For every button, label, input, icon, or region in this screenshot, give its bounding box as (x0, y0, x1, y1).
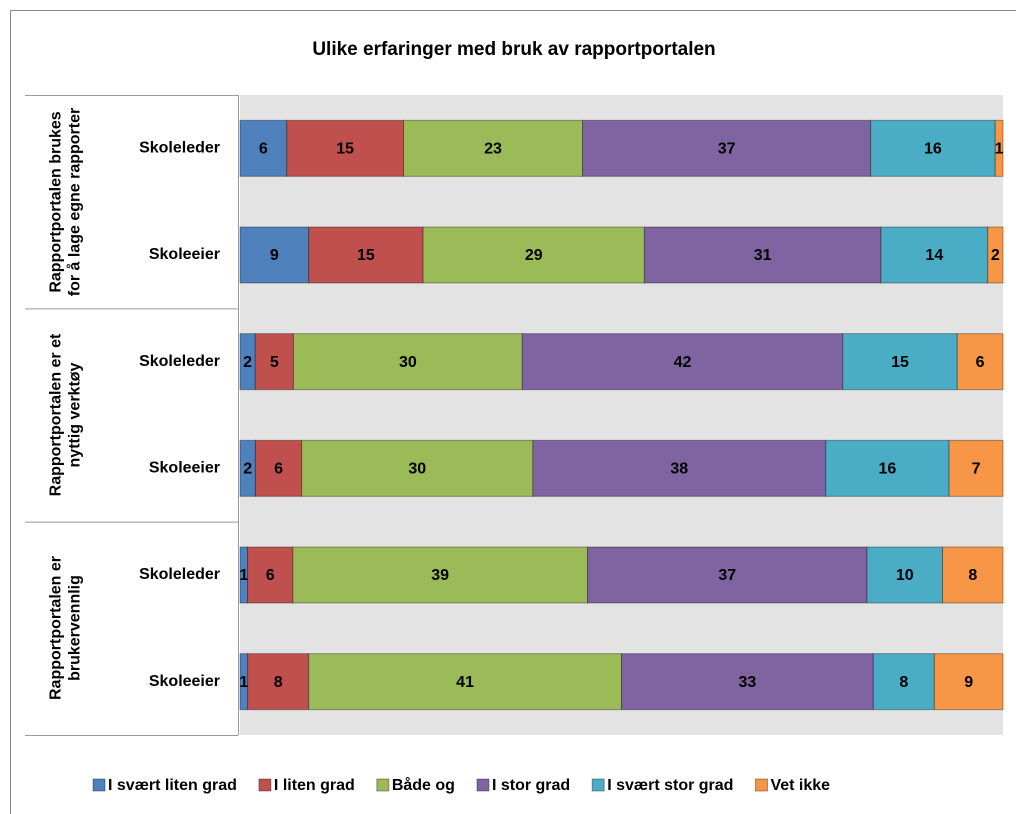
data-label: 16 (878, 461, 896, 478)
group-label: Rapportportalen brukes for å lage egne r… (48, 107, 85, 296)
y-tick-label: Skoleeier (149, 673, 220, 690)
bar-segment (870, 119, 996, 177)
legend-swatch (92, 778, 106, 792)
data-label: 2 (243, 461, 252, 478)
bar-segment (286, 119, 405, 177)
bar-segment (403, 119, 584, 177)
bar-segment (825, 439, 950, 497)
bar-segment (933, 653, 1004, 711)
data-label: 1 (239, 674, 248, 691)
data-label: 6 (976, 354, 985, 371)
bar-segment (942, 546, 1004, 604)
bar-segment (880, 226, 989, 284)
data-label: 16 (924, 141, 942, 158)
legend-swatch (376, 778, 390, 792)
y-tick-label: Skoleleder (139, 566, 220, 583)
bar-segment (582, 119, 872, 177)
legend-label: Både og (392, 776, 455, 794)
data-label: 6 (259, 141, 268, 158)
data-label: 15 (891, 354, 909, 371)
data-label: 8 (274, 674, 283, 691)
data-label: 39 (431, 567, 449, 584)
y-tick-label: Skoleleder (139, 140, 220, 157)
data-label: 37 (718, 567, 736, 584)
data-label: 2 (243, 354, 252, 371)
legend-label: I svært liten grad (108, 777, 237, 794)
legend-label: I svært stor grad (607, 777, 733, 794)
data-label: 29 (525, 247, 543, 264)
data-label: 1 (239, 567, 248, 584)
y-tick-label: Skoleeier (149, 460, 220, 477)
data-label: 37 (718, 141, 736, 158)
bar-segment (247, 653, 310, 711)
data-label: 42 (674, 354, 692, 371)
data-label: 14 (925, 247, 943, 264)
bar-segment (254, 333, 294, 391)
data-label: 30 (399, 354, 417, 371)
bar-segment (987, 226, 1004, 284)
data-label: 5 (270, 354, 279, 371)
bar-segment (872, 653, 935, 711)
plot-area (240, 95, 1003, 735)
data-label: 8 (899, 674, 908, 691)
legend-swatch (476, 778, 490, 792)
bar-segment (956, 333, 1004, 391)
bar-segment (621, 653, 874, 711)
legend-label: Vet ikke (770, 777, 830, 794)
bar-segment (239, 226, 310, 284)
legend-swatch (591, 778, 605, 792)
bar-segment (292, 333, 523, 391)
bar-segment (254, 439, 303, 497)
data-label: 1 (995, 141, 1004, 158)
data-label: 23 (484, 141, 502, 158)
legend-label: I liten grad (274, 777, 355, 794)
bar-segment (587, 546, 868, 604)
data-label: 9 (964, 674, 973, 691)
bar-segment (239, 119, 288, 177)
group-label: Rapportportalen er et nyttig verktøy (48, 333, 85, 497)
bar-segment (301, 439, 534, 497)
bar-segment (292, 546, 589, 604)
data-label: 31 (754, 247, 772, 264)
data-label: 30 (408, 461, 426, 478)
bar-segment (994, 119, 1004, 177)
legend-label: I stor grad (492, 777, 570, 794)
group-label: Rapportportalen er brukervennlig (48, 556, 85, 701)
data-label: 15 (336, 141, 354, 158)
bar-segment (308, 653, 622, 711)
y-tick-label: Skoleleder (139, 353, 220, 370)
legend-swatch (258, 778, 272, 792)
data-label: 9 (270, 247, 279, 264)
y-tick-label: Skoleeier (149, 246, 220, 263)
legend-swatch (754, 778, 768, 792)
data-label: 6 (266, 567, 275, 584)
data-label: 7 (972, 461, 981, 478)
data-label: 38 (670, 461, 688, 478)
bar-segment (308, 226, 424, 284)
data-label: 6 (274, 461, 283, 478)
data-label: 10 (896, 567, 914, 584)
bar-segment (422, 226, 645, 284)
data-label: 15 (357, 247, 375, 264)
data-label: 8 (968, 567, 977, 584)
chart-title: Ulike erfaringer med bruk av rapportport… (312, 39, 715, 60)
data-label: 41 (456, 674, 474, 691)
data-label: 33 (738, 674, 756, 691)
bar-segment (948, 439, 1004, 497)
data-label: 2 (991, 247, 1000, 264)
